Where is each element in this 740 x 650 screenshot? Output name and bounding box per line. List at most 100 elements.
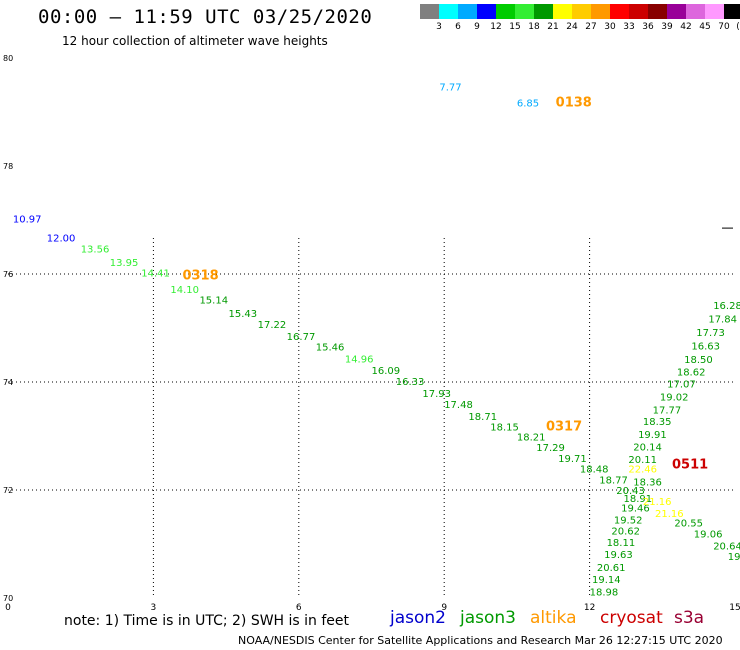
chart-subtitle: 12 hour collection of altimeter wave hei… [62,34,328,48]
chart-title: 00:00 – 11:59 UTC 03/25/2020 [38,6,373,28]
swh-point: 20.61 [597,563,626,574]
color-swatch [439,4,458,19]
swh-point: 12.00 [47,234,76,245]
track-label: 0511 [672,457,708,472]
swh-point: 17.93 [422,389,451,400]
swh-point: 10.97 [13,215,42,226]
mission-cryosat: cryosat [600,608,663,628]
color-scale-label: 39 [661,22,673,32]
x-tick-label: 15 [729,603,740,613]
color-scale-label: 3 [436,22,442,32]
color-swatch [496,4,515,19]
y-tick-label: 78 [3,162,13,171]
color-swatch [420,4,439,19]
track-labels: 0138 0318 0317 0511 [182,96,708,473]
swh-point: 18.36 [633,478,662,489]
swh-point: 19.06 [694,530,723,541]
color-scale-label: 45 [699,22,711,32]
color-scale-label: 33 [623,22,635,32]
color-scale-label: (ft) [736,22,740,32]
swh-point: 14.41 [141,269,170,280]
track-label: 0318 [182,268,218,283]
color-swatch [610,4,629,19]
color-swatch [648,4,667,19]
color-scale-label: 27 [585,22,597,32]
swh-point: 19.14 [592,575,621,586]
color-scale [420,4,740,19]
swh-point: 16.28 [713,301,740,312]
color-swatch [477,4,496,19]
swh-point: 18.11 [607,538,636,549]
swh-point: 16.77 [287,332,316,343]
swh-point: 14.96 [345,355,374,366]
data-points: 7.776.8510.9712.0013.5613.9514.4114.1015… [13,82,740,598]
swh-point: 17.84 [708,315,737,326]
y-tick-label: 70 [3,594,13,603]
swh-point: 18.62 [677,368,706,379]
grid-lines [8,227,735,598]
swh-point: 18.98 [590,587,619,598]
swh-point: 17.48 [444,400,473,411]
footer-credit: NOAA/NESDIS Center for Satellite Applica… [238,634,723,647]
swh-point: 18.15 [490,423,519,434]
swh-point: 7.77 [439,82,461,93]
swh-point: 17.07 [667,379,696,390]
swh-point: 19.71 [558,454,587,465]
mission-altika: altika [530,608,577,628]
swh-point: 15.14 [199,296,228,307]
color-scale-label: 6 [455,22,461,32]
color-swatch [724,4,740,19]
color-scale-label: 21 [547,22,559,32]
y-tick-label: 74 [3,378,13,387]
color-swatch [591,4,610,19]
swh-point: 19.7 [728,552,740,563]
swh-point: 19.46 [621,504,650,515]
swh-point: 13.95 [110,258,139,269]
swh-point: 16.33 [396,377,425,388]
color-scale-label: 9 [474,22,480,32]
color-swatch [534,4,553,19]
color-swatch [629,4,648,19]
x-tick-label: 9 [441,603,447,613]
color-scale-label: 18 [528,22,540,32]
swh-point: 13.56 [81,244,110,255]
swh-point: 19.52 [614,515,643,526]
swh-point: 21.16 [643,497,672,508]
swh-point: 18.21 [517,432,546,443]
x-tick-label: 6 [296,603,302,613]
swh-point: 14.10 [170,285,199,296]
swh-point: 18.77 [599,476,628,487]
swh-point: 20.43 [616,486,645,497]
swh-point: 19.91 [638,430,667,441]
swh-point: 17.29 [536,443,565,454]
color-scale-label: 70 [718,22,730,32]
swh-point: 17.77 [653,405,682,416]
swh-point: 20.14 [633,443,662,454]
y-tick-label: 76 [3,270,13,279]
color-swatch [458,4,477,19]
swh-point: 20.11 [628,455,657,466]
color-scale-label: 30 [604,22,616,32]
color-swatch [515,4,534,19]
swh-point: 22.46 [628,465,657,476]
x-tick-label: 12 [584,603,595,613]
mission-jason2: jason2 [390,608,446,628]
swh-point: 16.09 [372,366,401,377]
y-tick-label: 80 [3,54,13,63]
swh-point: 18.71 [468,412,497,423]
color-swatch [686,4,705,19]
swh-point: 18.48 [580,465,609,476]
color-swatch [572,4,591,19]
x-tick-label: 0 [5,603,11,613]
mission-jason3: jason3 [460,608,516,628]
swh-point: 18.91 [624,494,653,505]
footer-note: note: 1) Time is in UTC; 2) SWH is in fe… [64,613,350,629]
color-scale-label: 36 [642,22,654,32]
track-label: 0138 [556,96,592,111]
swh-point: 19.02 [660,392,689,403]
color-swatch [667,4,686,19]
swh-point: 20.55 [674,519,703,530]
axis-ticks: 0 3 6 9 12 15 70 72 74 76 78 80 [3,54,740,613]
color-scale-label: 15 [509,22,521,32]
